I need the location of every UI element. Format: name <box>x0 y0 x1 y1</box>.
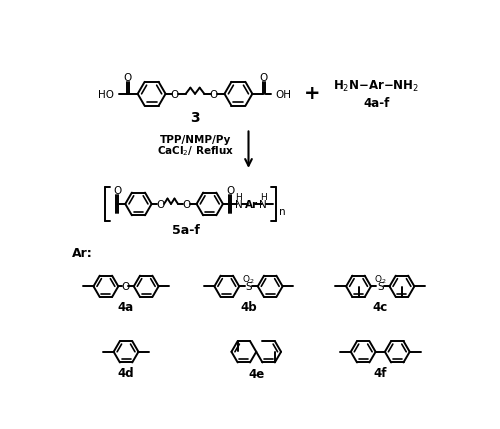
Text: 5a-f: 5a-f <box>172 224 200 237</box>
Text: O: O <box>210 90 218 100</box>
Text: HO: HO <box>98 90 114 100</box>
Text: Ar: Ar <box>245 200 258 210</box>
Text: H: H <box>260 193 266 202</box>
Text: S: S <box>377 282 384 292</box>
Text: S: S <box>245 282 252 292</box>
Text: 4a: 4a <box>118 302 134 314</box>
Text: 4c: 4c <box>372 302 388 314</box>
Text: n: n <box>278 207 285 217</box>
Text: 3: 3 <box>190 112 200 125</box>
Text: CaCl$_2$/ Reflux: CaCl$_2$/ Reflux <box>157 145 234 158</box>
Text: O: O <box>156 200 164 210</box>
Text: O$_2$: O$_2$ <box>242 273 255 286</box>
Text: 4b: 4b <box>240 302 257 314</box>
Text: H$_2$N−Ar−NH$_2$: H$_2$N−Ar−NH$_2$ <box>334 79 420 94</box>
Text: O: O <box>182 200 190 210</box>
Text: 4a-f: 4a-f <box>363 97 390 109</box>
Text: N: N <box>260 200 267 210</box>
Text: +: + <box>304 85 320 103</box>
Text: O: O <box>260 73 268 83</box>
Text: O$_2$: O$_2$ <box>374 273 386 286</box>
Text: 4f: 4f <box>374 367 387 380</box>
Text: O: O <box>124 73 132 83</box>
Text: 4d: 4d <box>118 367 134 380</box>
Text: 4e: 4e <box>248 369 264 381</box>
Text: O: O <box>113 186 122 196</box>
Text: Ar:: Ar: <box>72 247 92 260</box>
Text: OH: OH <box>276 90 291 100</box>
Text: H: H <box>235 193 242 202</box>
Text: N: N <box>234 200 242 210</box>
Text: O: O <box>226 186 234 196</box>
Text: TPP/NMP/Py: TPP/NMP/Py <box>160 135 232 145</box>
Text: O: O <box>171 90 179 100</box>
Text: O: O <box>121 282 130 292</box>
